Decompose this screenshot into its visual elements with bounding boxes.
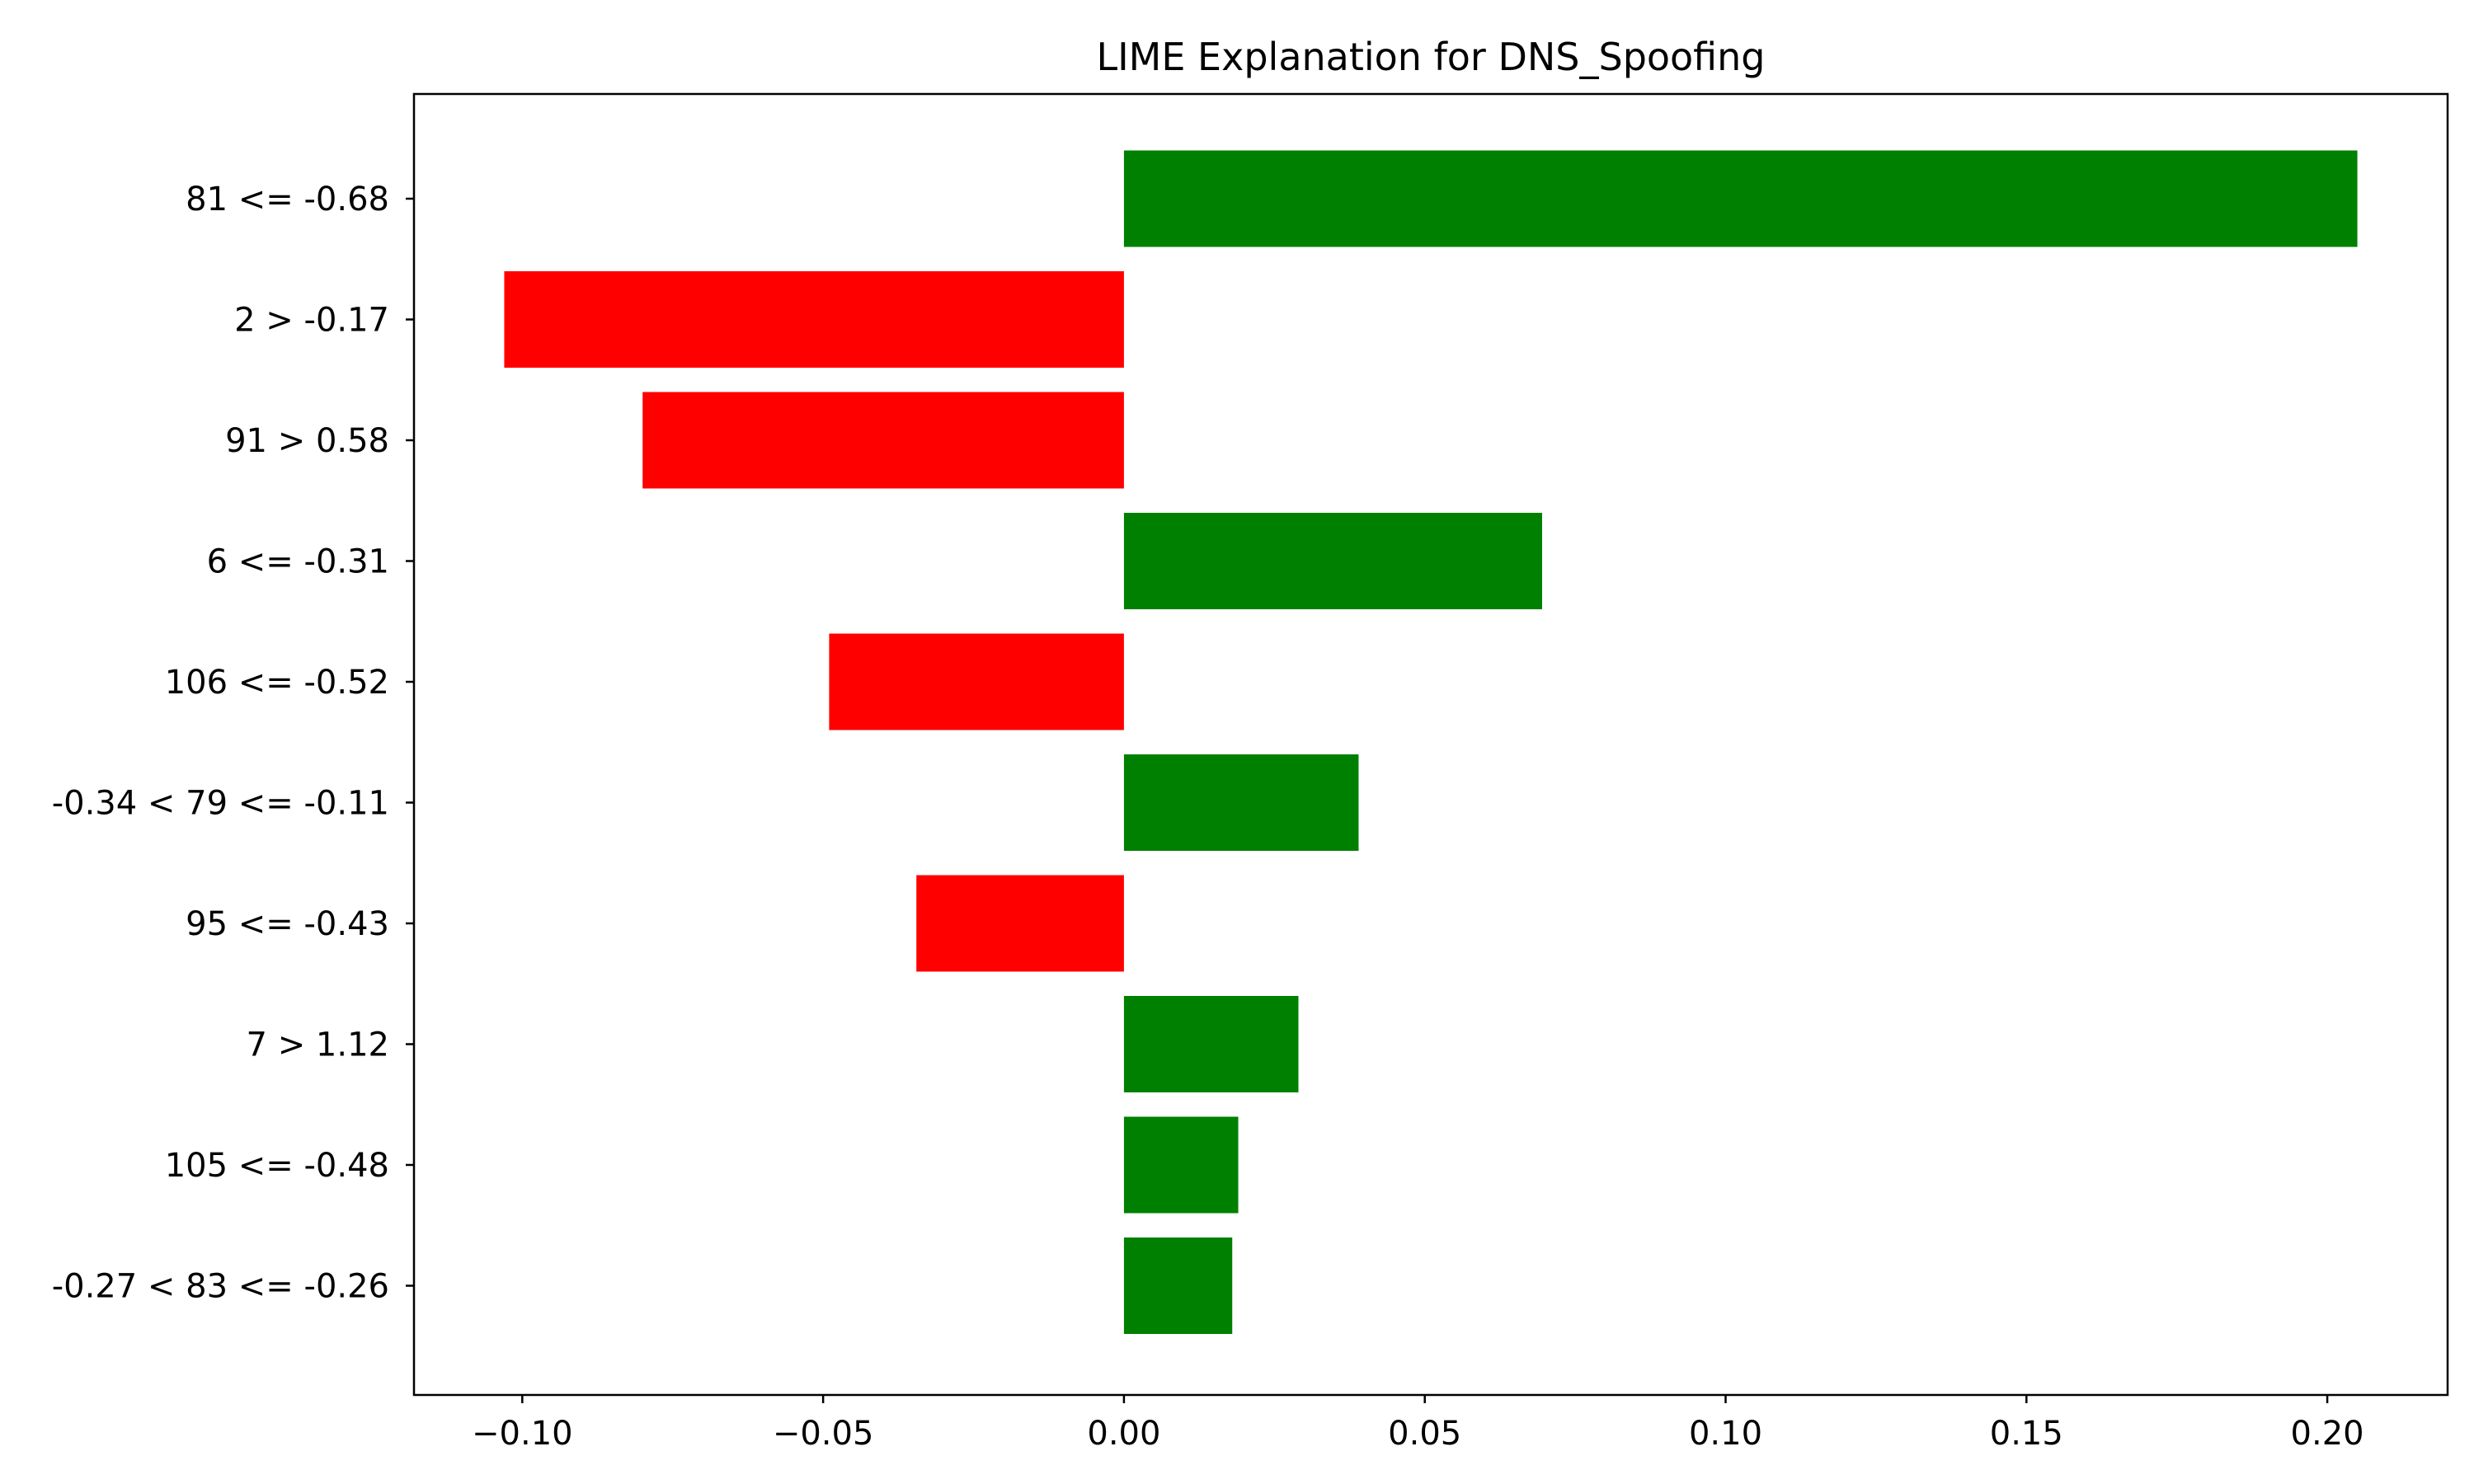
bar-6 [1123, 754, 1359, 851]
y-tick-label: 81 <= -0.68 [186, 181, 389, 218]
y-tick-label: 6 <= -0.31 [207, 543, 389, 581]
bar-2 [504, 271, 1124, 368]
x-tick-label: 0.05 [1388, 1415, 1461, 1453]
y-tick-label: -0.34 < 79 <= -0.11 [52, 785, 389, 823]
x-tick-label: −0.10 [472, 1415, 573, 1453]
x-tick-label: 0.10 [1689, 1415, 1762, 1453]
y-tick-label: 95 <= -0.43 [186, 905, 389, 943]
x-tick-label: 0.20 [2291, 1415, 2364, 1453]
plot-frame [412, 92, 2449, 1397]
chart-title: LIME Explanation for DNS_Spoofing [1096, 35, 1765, 79]
bar-10 [1123, 1237, 1233, 1334]
bar-3 [642, 392, 1124, 489]
bar-4 [1123, 513, 1542, 609]
bars-layer [504, 150, 2358, 1334]
y-tick-label: 7 > 1.12 [247, 1026, 389, 1064]
x-tick-label: 0.00 [1087, 1415, 1160, 1453]
bar-9 [1123, 1116, 1239, 1214]
bar-1 [1123, 150, 2358, 247]
bar-7 [916, 875, 1124, 972]
y-tick-label: 91 > 0.58 [225, 422, 389, 460]
y-tick-label: 106 <= -0.52 [165, 664, 389, 702]
bar-8 [1123, 996, 1299, 1092]
x-tick-label: 0.15 [1990, 1415, 2063, 1453]
bar-5 [829, 633, 1124, 730]
y-tick-label: -0.27 < 83 <= -0.26 [52, 1268, 389, 1306]
y-tick-layer: 81 <= -0.68 2 > -0.17 91 > 0.58 6 <= -0.31 1… [52, 181, 414, 1306]
x-tick-label: −0.05 [773, 1415, 874, 1453]
y-tick-label: 105 <= -0.48 [165, 1147, 389, 1185]
y-tick-label: 2 > -0.17 [234, 302, 389, 340]
x-tick-layer: −0.10 −0.05 0.00 0.05 0.10 0.15 0.20 [472, 1395, 2364, 1453]
